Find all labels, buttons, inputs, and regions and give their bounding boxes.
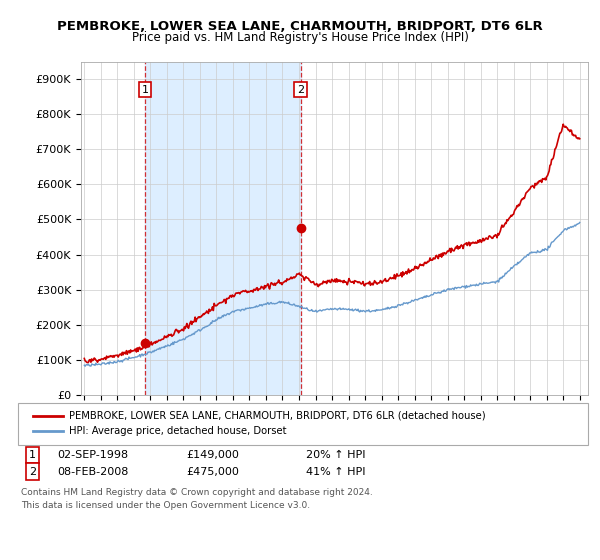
- Text: HPI: Average price, detached house, Dorset: HPI: Average price, detached house, Dors…: [69, 426, 287, 436]
- Text: PEMBROKE, LOWER SEA LANE, CHARMOUTH, BRIDPORT, DT6 6LR: PEMBROKE, LOWER SEA LANE, CHARMOUTH, BRI…: [57, 20, 543, 32]
- Text: This data is licensed under the Open Government Licence v3.0.: This data is licensed under the Open Gov…: [21, 501, 310, 510]
- Text: PEMBROKE, LOWER SEA LANE, CHARMOUTH, BRIDPORT, DT6 6LR (detached house): PEMBROKE, LOWER SEA LANE, CHARMOUTH, BRI…: [69, 410, 485, 421]
- Text: 08-FEB-2008: 08-FEB-2008: [57, 466, 128, 477]
- Text: Price paid vs. HM Land Registry's House Price Index (HPI): Price paid vs. HM Land Registry's House …: [131, 31, 469, 44]
- Text: 20% ↑ HPI: 20% ↑ HPI: [306, 450, 365, 460]
- Text: £475,000: £475,000: [186, 466, 239, 477]
- Text: £149,000: £149,000: [186, 450, 239, 460]
- Text: 2: 2: [29, 466, 36, 477]
- Text: 1: 1: [29, 450, 36, 460]
- Text: Contains HM Land Registry data © Crown copyright and database right 2024.: Contains HM Land Registry data © Crown c…: [21, 488, 373, 497]
- Bar: [145, 62, 301, 395]
- Text: 02-SEP-1998: 02-SEP-1998: [57, 450, 128, 460]
- Text: 41% ↑ HPI: 41% ↑ HPI: [306, 466, 365, 477]
- Text: 1: 1: [142, 85, 148, 95]
- Text: 2: 2: [297, 85, 304, 95]
